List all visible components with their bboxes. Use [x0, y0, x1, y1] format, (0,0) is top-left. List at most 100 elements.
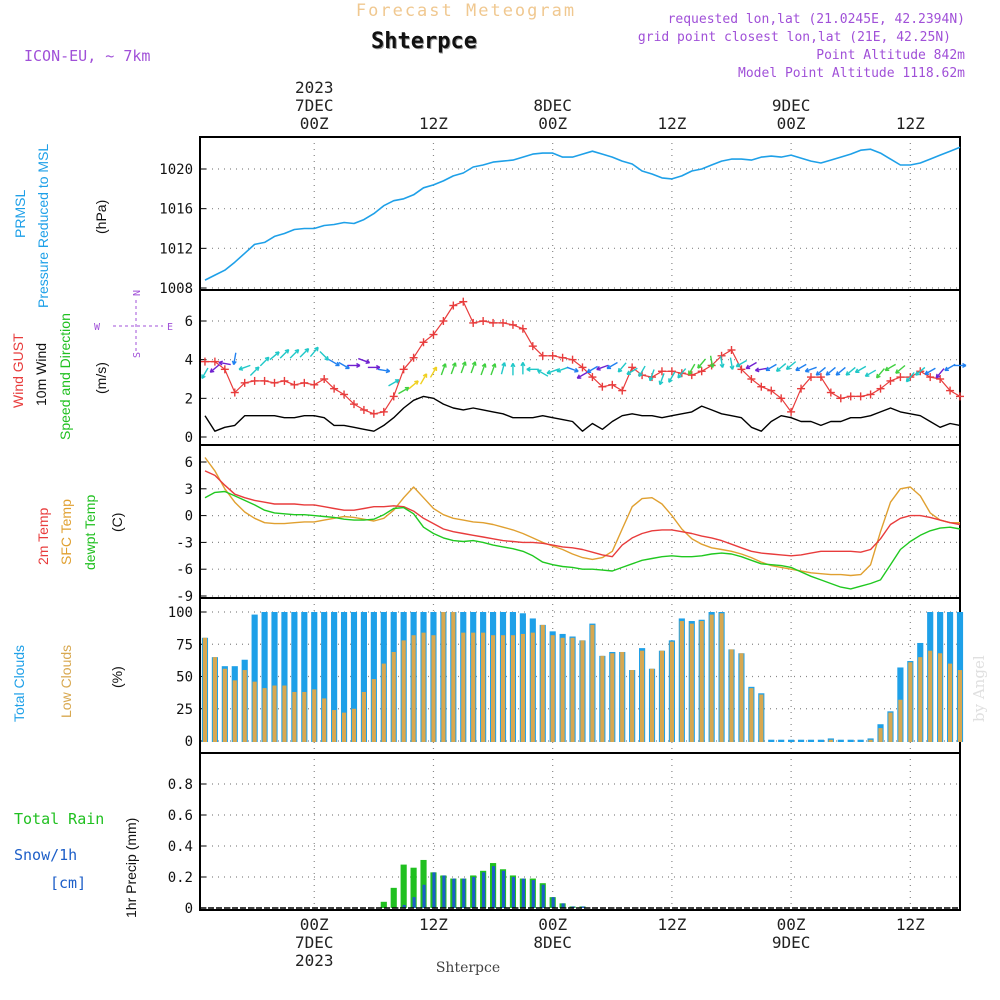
wind-arrow-shaft: [884, 363, 897, 372]
bottom-axis-label: 8DEC: [533, 933, 572, 952]
low-cloud-bar: [600, 655, 605, 742]
low-cloud-bar: [272, 685, 277, 742]
clouds-ytick-label: 100: [168, 605, 193, 621]
wind-gust-marker: [210, 357, 219, 366]
wind-arrow-head: [536, 369, 541, 374]
grid-point-location: grid point closest lon,lat (21E, 42.25N): [638, 30, 951, 45]
low-cloud-bar: [640, 650, 645, 742]
snow-bar: [402, 904, 406, 908]
total-cloud-bar: [281, 612, 288, 742]
low-cloud-bar: [411, 635, 416, 742]
compass-n: N: [132, 290, 143, 296]
wind-arrow-shaft: [709, 355, 714, 368]
low-cloud-bar: [649, 668, 655, 742]
wind-arrow: [785, 361, 797, 371]
wind-arrow: [419, 373, 428, 385]
low-cloud-bar: [500, 635, 506, 742]
low-cloud-bar: [461, 632, 466, 742]
total-cloud-bar: [837, 739, 844, 742]
wind-gust-marker: [419, 338, 428, 347]
wind-arrow: [238, 364, 251, 371]
total-cloud-bar: [817, 739, 824, 742]
precip-ytick-label: 0.4: [168, 839, 193, 855]
total-cloud-bar: [768, 739, 775, 742]
clouds-ytick-label: 75: [176, 637, 193, 653]
low-cloud-bar: [928, 650, 933, 742]
bottom-axis-label: 00Z: [777, 915, 806, 934]
wind-arrow-head: [826, 373, 831, 376]
wind-arrow-head: [294, 348, 299, 352]
rain-bar: [390, 887, 397, 908]
wind-arrow: [440, 363, 447, 376]
wind-arrow-head: [697, 366, 702, 369]
temp-2m-line: [204, 470, 961, 558]
wind-arrow-head: [471, 361, 476, 365]
wind-arrow-shaft: [338, 361, 350, 370]
wind-ytick-label: 0: [185, 430, 193, 446]
low-cloud-bar: [699, 621, 704, 742]
wind-arrow-shaft: [249, 366, 260, 377]
snow-bar: [561, 903, 565, 908]
wind-gust-marker: [548, 351, 557, 360]
low-cloud-bar: [381, 663, 386, 742]
point-altitude: Point Altitude 842m: [816, 48, 965, 63]
wind-gust-marker: [240, 378, 249, 387]
pressure-frame: [199, 136, 961, 291]
bottom-axis-label: 2023: [295, 951, 334, 970]
wind-arrow-shaft: [944, 363, 956, 372]
wind-gust-marker: [598, 382, 607, 391]
clouds-label-total: Total Clouds: [11, 645, 27, 722]
wind-arrow-shaft: [566, 366, 579, 373]
wind-arrow-shaft: [697, 358, 707, 369]
wind-arrow-head: [414, 380, 419, 383]
low-cloud-bar: [868, 739, 873, 742]
wind-arrow-shaft: [745, 361, 757, 370]
snow-bar: [442, 875, 446, 908]
low-cloud-bar: [431, 635, 436, 742]
wind-arrow: [328, 358, 340, 367]
wind-arrow: [520, 362, 526, 375]
wind-gust-marker: [896, 373, 905, 382]
wind-arrow-head: [210, 370, 215, 373]
wind-arrow-shaft: [429, 366, 438, 378]
wind-gust-marker: [836, 394, 845, 403]
wind-gust-marker: [866, 390, 875, 399]
total-cloud-bar: [311, 612, 318, 742]
wind-gust-marker: [359, 405, 368, 414]
wind-arrow-shaft: [855, 365, 867, 373]
total-cloud-bar: [291, 612, 298, 742]
low-cloud-bar: [530, 632, 535, 742]
wind-arrow: [309, 346, 319, 357]
wind-arrow-head: [461, 361, 466, 365]
low-cloud-bar: [371, 679, 376, 742]
wind-arrow: [201, 367, 209, 379]
wind-arrow-shaft: [480, 363, 486, 376]
wind-arrow: [815, 366, 826, 376]
wind-gust-marker: [270, 378, 279, 387]
low-cloud-bar: [232, 680, 237, 742]
top-axis-label: 7DEC: [295, 96, 334, 115]
wind-arrow: [269, 351, 280, 361]
wind-arrow-head: [376, 364, 381, 369]
sfc-temp-line: [204, 457, 960, 577]
wind-arrow-head: [491, 363, 496, 367]
wind-arrow: [450, 362, 457, 375]
low-cloud-bar: [729, 649, 734, 742]
total-cloud-bar: [321, 612, 328, 742]
wind-arrow-shaft: [617, 362, 627, 373]
low-cloud-bar: [749, 688, 754, 742]
wind-gust-marker: [280, 376, 289, 385]
wind-arrow: [864, 369, 877, 377]
wind-arrow: [884, 363, 897, 372]
low-cloud-bar: [719, 613, 724, 742]
total-cloud-bar: [797, 739, 805, 742]
wind-arrow-shaft: [659, 373, 665, 385]
wind-gust-marker: [886, 376, 895, 385]
chart-title: Shterpce: [371, 29, 477, 54]
wind-arrow-shaft: [440, 363, 447, 376]
wind-gust-marker: [727, 346, 736, 354]
wind-arrow: [835, 366, 846, 376]
wind-arrow: [754, 367, 768, 373]
wind-gust-marker: [200, 357, 209, 366]
